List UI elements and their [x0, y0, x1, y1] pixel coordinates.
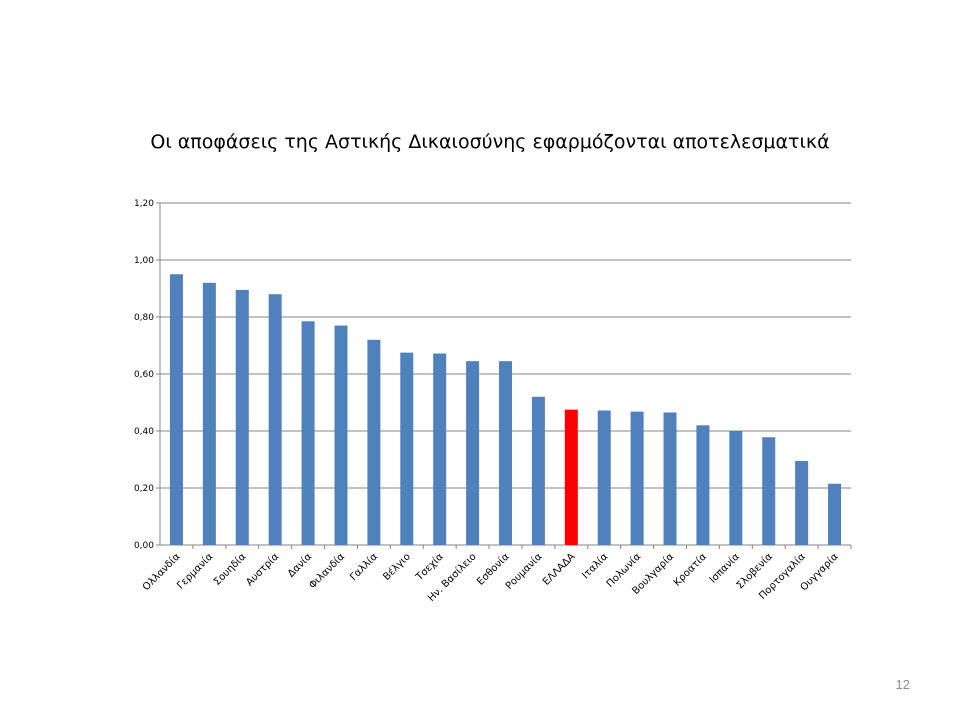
x-tick-label: Γαλλία	[347, 550, 380, 583]
bar	[795, 460, 809, 545]
x-tick-label: Ρουμανία	[503, 550, 545, 592]
x-tick-label: Τσεχία	[413, 550, 446, 583]
bar	[729, 431, 743, 545]
x-tick-label: Ολλανδία	[140, 550, 183, 593]
bar	[564, 409, 578, 545]
y-tick-label: 0,20	[134, 484, 154, 494]
x-tick-label: Φιλανδία	[306, 550, 347, 591]
bar	[828, 483, 842, 545]
bar	[235, 289, 249, 545]
x-tick-label: Αυστρία	[244, 550, 282, 588]
bar	[169, 274, 183, 545]
bar	[334, 325, 348, 545]
bar	[696, 425, 710, 545]
x-tick-label: Γερμανία	[175, 550, 216, 591]
bar	[663, 412, 677, 545]
x-tick-label: Σουηδία	[211, 550, 249, 588]
x-tick-label: Δανία	[285, 550, 314, 579]
chart-title: Οι αποφάσεις της Αστικής Δικαιοσύνης εφα…	[150, 131, 830, 153]
bar	[630, 411, 644, 545]
bar	[597, 410, 611, 545]
bar	[466, 361, 480, 545]
bar	[400, 352, 414, 545]
y-tick-label: 0,00	[134, 541, 154, 551]
bar	[202, 282, 216, 545]
x-tick-label: ΕΛΛΑΔΑ	[541, 551, 578, 588]
x-tick-label: Βέλγιο	[381, 551, 413, 583]
y-tick-label: 0,80	[134, 313, 154, 323]
y-tick-label: 1,20	[134, 199, 154, 209]
y-tick-label: 0,40	[134, 427, 154, 437]
x-tick-label: Κροατία	[671, 550, 709, 588]
y-tick-label: 0,60	[134, 370, 154, 380]
bar	[268, 294, 282, 545]
bar	[367, 339, 381, 545]
bar	[531, 396, 545, 545]
page-number: 12	[895, 677, 910, 692]
bar	[301, 321, 315, 545]
bar	[499, 361, 512, 545]
x-tick-label: Ιταλία	[580, 550, 611, 581]
bar	[433, 353, 447, 545]
y-tick-label: 1,00	[134, 256, 154, 266]
bar	[762, 437, 776, 545]
